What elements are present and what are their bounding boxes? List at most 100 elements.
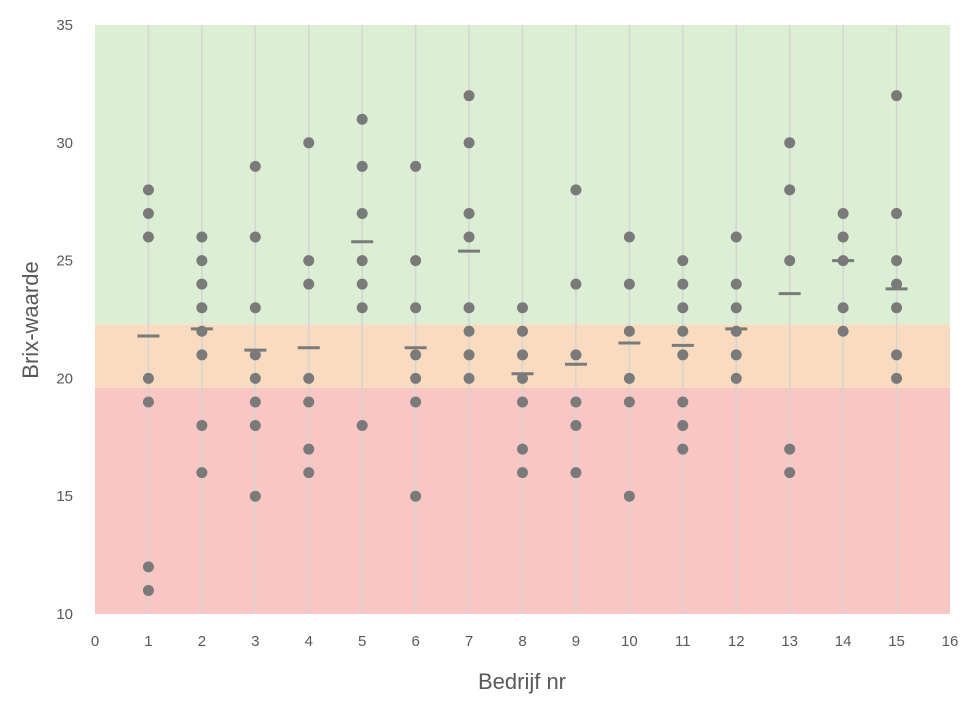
data-point-68 bbox=[623, 372, 635, 384]
data-point-69 bbox=[623, 396, 635, 408]
x-tick-label-0: 0 bbox=[91, 633, 99, 650]
x-tick-label-16: 16 bbox=[942, 633, 959, 650]
x-tick-label-1: 1 bbox=[144, 633, 152, 650]
data-point-43 bbox=[410, 490, 422, 502]
data-point-41 bbox=[410, 372, 422, 384]
data-point-67 bbox=[623, 325, 635, 337]
data-point-3 bbox=[142, 372, 154, 384]
data-point-19 bbox=[249, 372, 261, 384]
data-point-32 bbox=[356, 207, 368, 219]
data-point-65 bbox=[623, 231, 635, 243]
data-point-31 bbox=[356, 160, 368, 172]
data-point-83 bbox=[730, 349, 742, 361]
data-point-89 bbox=[784, 467, 796, 479]
data-point-10 bbox=[196, 302, 208, 314]
data-point-80 bbox=[730, 278, 742, 290]
data-point-87 bbox=[784, 255, 796, 267]
data-point-71 bbox=[677, 255, 689, 267]
data-point-45 bbox=[463, 137, 475, 149]
data-point-91 bbox=[837, 231, 849, 243]
data-point-55 bbox=[517, 372, 528, 384]
y-tick-label-10: 10 bbox=[56, 606, 73, 623]
data-point-34 bbox=[356, 278, 368, 290]
data-point-86 bbox=[784, 184, 796, 196]
data-point-64 bbox=[570, 467, 582, 479]
data-point-79 bbox=[730, 231, 742, 243]
data-point-24 bbox=[303, 255, 315, 267]
data-point-2 bbox=[142, 231, 154, 243]
data-point-70 bbox=[623, 490, 635, 502]
x-tick-label-3: 3 bbox=[251, 633, 259, 650]
data-point-95 bbox=[891, 90, 903, 102]
data-point-42 bbox=[410, 396, 422, 408]
data-point-35 bbox=[356, 302, 368, 314]
data-point-23 bbox=[303, 137, 315, 149]
data-point-62 bbox=[570, 396, 582, 408]
data-point-36 bbox=[356, 420, 368, 432]
x-tick-label-9: 9 bbox=[572, 633, 580, 650]
x-tick-label-6: 6 bbox=[411, 633, 419, 650]
y-tick-label-30: 30 bbox=[56, 135, 73, 152]
data-point-15 bbox=[249, 160, 261, 172]
data-point-33 bbox=[356, 255, 368, 267]
data-point-38 bbox=[410, 255, 422, 267]
data-point-49 bbox=[463, 325, 475, 337]
data-point-52 bbox=[517, 302, 528, 314]
data-point-25 bbox=[303, 278, 315, 290]
data-point-53 bbox=[517, 325, 528, 337]
data-point-5 bbox=[142, 561, 154, 573]
data-point-63 bbox=[570, 420, 582, 432]
data-point-76 bbox=[677, 396, 689, 408]
x-axis-title: Bedrijf nr bbox=[478, 669, 566, 694]
x-tick-label-2: 2 bbox=[198, 633, 206, 650]
data-point-50 bbox=[463, 349, 475, 361]
x-tick-label-13: 13 bbox=[781, 633, 798, 650]
data-point-84 bbox=[730, 372, 742, 384]
x-tick-label-5: 5 bbox=[358, 633, 366, 650]
data-point-88 bbox=[784, 443, 796, 455]
data-point-17 bbox=[249, 302, 261, 314]
data-point-81 bbox=[730, 302, 742, 314]
data-point-75 bbox=[677, 349, 689, 361]
x-tick-label-14: 14 bbox=[835, 633, 852, 650]
y-tick-label-20: 20 bbox=[56, 370, 73, 387]
vertical-gridlines bbox=[147, 25, 898, 614]
data-point-37 bbox=[410, 160, 422, 172]
data-point-90 bbox=[837, 207, 849, 219]
y-tick-label-15: 15 bbox=[56, 488, 73, 505]
data-point-60 bbox=[570, 278, 582, 290]
data-point-47 bbox=[463, 231, 475, 243]
data-point-56 bbox=[517, 396, 528, 408]
x-tick-label-15: 15 bbox=[888, 633, 905, 650]
data-point-6 bbox=[142, 584, 154, 596]
data-point-46 bbox=[463, 207, 475, 219]
data-point-21 bbox=[249, 420, 261, 432]
data-point-72 bbox=[677, 278, 689, 290]
data-point-77 bbox=[677, 420, 689, 432]
x-tick-label-4: 4 bbox=[305, 633, 313, 650]
data-point-8 bbox=[196, 255, 208, 267]
data-point-12 bbox=[196, 349, 208, 361]
data-point-94 bbox=[837, 325, 849, 337]
data-point-1 bbox=[142, 207, 154, 219]
data-point-78 bbox=[677, 443, 689, 455]
data-point-0 bbox=[142, 184, 154, 196]
data-point-30 bbox=[356, 113, 368, 125]
data-point-16 bbox=[249, 231, 261, 243]
data-point-14 bbox=[196, 467, 208, 479]
data-point-57 bbox=[517, 443, 528, 455]
data-point-48 bbox=[463, 302, 475, 314]
y-axis-title: Brix-waarde bbox=[18, 261, 43, 378]
data-point-20 bbox=[249, 396, 261, 408]
data-point-59 bbox=[570, 184, 582, 196]
data-point-40 bbox=[410, 349, 422, 361]
data-point-9 bbox=[196, 278, 208, 290]
data-point-85 bbox=[784, 137, 796, 149]
data-point-13 bbox=[196, 420, 208, 432]
data-point-28 bbox=[303, 443, 315, 455]
y-tick-label-25: 25 bbox=[56, 253, 73, 270]
data-point-96 bbox=[891, 207, 903, 219]
data-point-26 bbox=[303, 372, 315, 384]
data-point-4 bbox=[142, 396, 154, 408]
